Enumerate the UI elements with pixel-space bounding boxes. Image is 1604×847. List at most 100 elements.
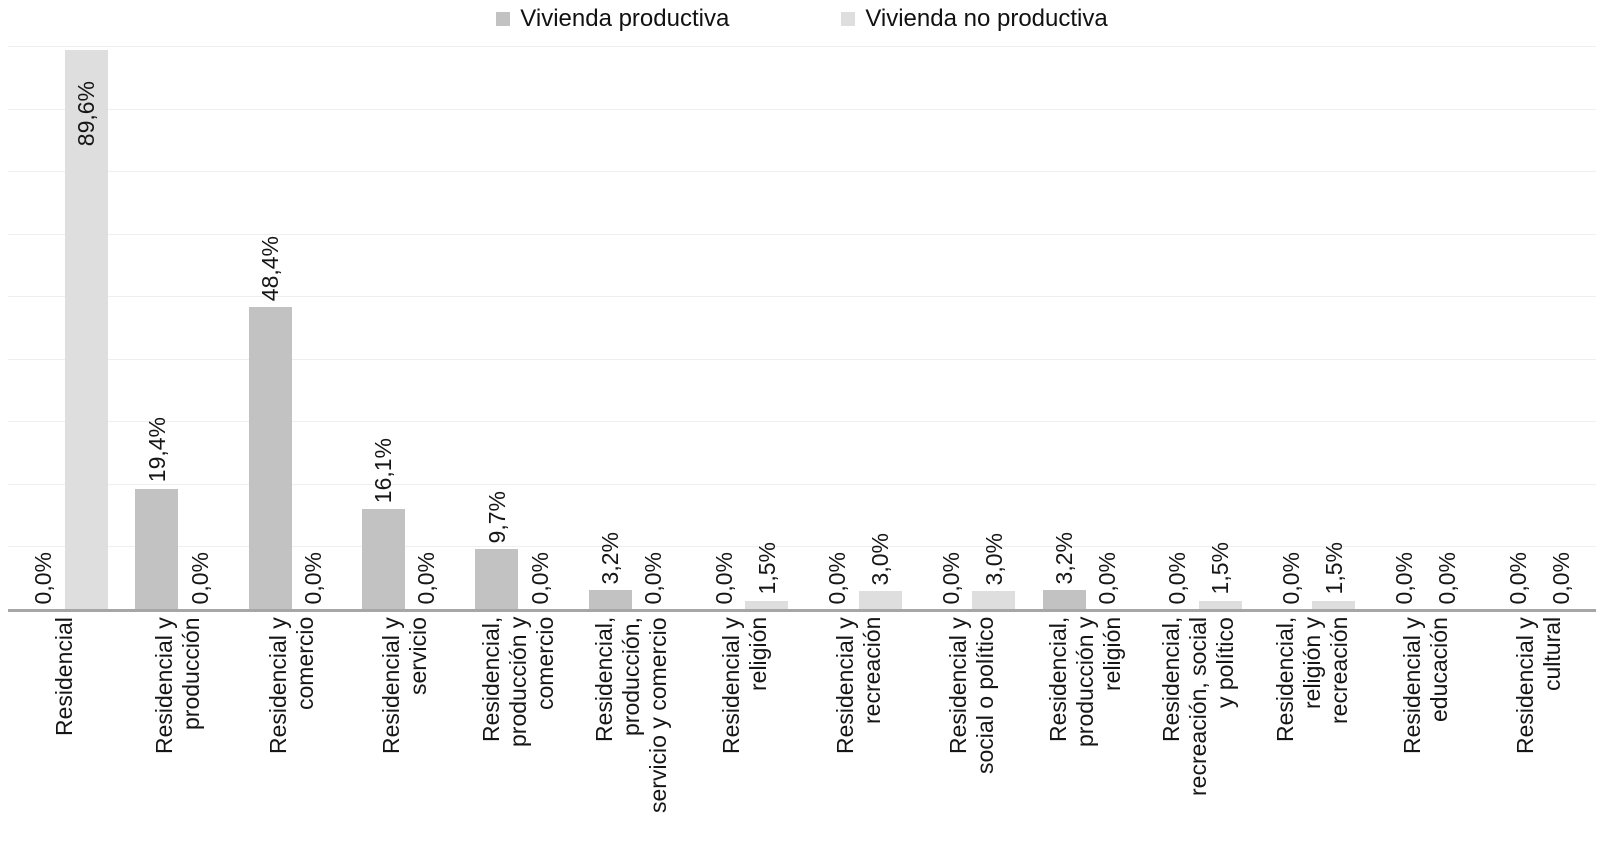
category-label: Residencial y servicio (377, 617, 431, 754)
bar-group: 9,7% 0,0% (462, 47, 575, 610)
value-label: 1,5% (753, 542, 780, 595)
gridline (8, 46, 1596, 47)
category-label: Residencial, recreación, social y políti… (1158, 617, 1239, 796)
category-label: Residencial, producción y religión (1045, 617, 1125, 748)
category-label-slot: Residencial y servicio (348, 617, 461, 845)
category-label-slot: Residencial y social o político (915, 617, 1028, 845)
bar-vivienda-productiva: 3,2% (1042, 532, 1086, 610)
bar-group: 3,2% 0,0% (575, 47, 688, 610)
value-label: 19,4% (143, 417, 170, 483)
bar-group: 48,4% 0,0% (235, 47, 348, 610)
value-label: 0,0% (1164, 551, 1191, 604)
category-label: Residencial y recreación (831, 617, 885, 754)
bar-group: 0,0% 0,0% (1482, 47, 1595, 610)
value-label: 0,0% (1504, 551, 1531, 604)
value-label: 1,5% (1207, 542, 1234, 595)
category-label: Residencial, producción y comercio (477, 617, 558, 748)
value-label: 0,0% (1547, 551, 1574, 604)
gridline (8, 108, 1596, 110)
category-label: Residencial, religión y recreación (1271, 617, 1352, 743)
category-label-slot: Residencial y religión (689, 617, 802, 845)
legend-item-vivienda-no-productiva: Vivienda no productiva (841, 5, 1108, 33)
value-label: 0,0% (937, 551, 964, 604)
legend-swatch-no-productiva-icon (841, 12, 856, 26)
value-label: 0,0% (1391, 551, 1418, 604)
value-label: 0,0% (824, 551, 851, 604)
category-label-slot: Residencial, producción y comercio (462, 617, 575, 845)
category-label: Residencial y religión (718, 617, 772, 754)
chart-legend: Vivienda productiva Vivienda no producti… (0, 5, 1604, 33)
value-label: 3,0% (980, 532, 1007, 586)
bar-group: 0,0% 1,5% (1142, 47, 1255, 610)
value-label: 0,0% (526, 551, 553, 604)
plot-area: 0,0% 89,6% 19,4% 0,0% 48,4% 0,0% 16,1% 0,0% 9,7%… (8, 46, 1596, 612)
gridline (8, 296, 1596, 298)
value-label: 0,0% (413, 551, 440, 604)
legend-item-vivienda-productiva: Vivienda productiva (496, 5, 729, 33)
value-label: 1,5% (1320, 542, 1347, 595)
category-label-slot: Residencial, recreación, social y políti… (1142, 617, 1255, 845)
bar-group: 0,0% 3,0% (915, 47, 1028, 610)
category-label: Residencial y cultural (1512, 617, 1566, 754)
value-label: 0,0% (710, 551, 737, 604)
gridline (8, 483, 1596, 485)
gridline (8, 233, 1596, 235)
bar-vivienda-productiva: 48,4% (248, 236, 292, 610)
category-label-slot: Residencial, religión y recreación (1256, 617, 1369, 845)
value-label: 0,0% (30, 551, 57, 604)
bar-vivienda-no-productiva: 3,0% (858, 533, 902, 610)
bar-group: 0,0% 1,5% (689, 47, 802, 610)
category-label: Residencial, producción, servicio y come… (591, 617, 672, 813)
bar-vivienda-no-productiva: 1,5% (1312, 542, 1356, 610)
gridline (8, 358, 1596, 360)
value-label: 16,1% (370, 438, 397, 504)
bar-group: 19,4% 0,0% (121, 47, 234, 610)
category-label-slot: Residencial (8, 617, 121, 845)
bar-vivienda-productiva: 3,2% (588, 532, 632, 610)
value-label: 0,0% (300, 551, 327, 604)
category-label-slot: Residencial y recreación (802, 617, 915, 845)
value-label: 0,0% (1434, 551, 1461, 604)
value-label: 0,0% (640, 551, 667, 604)
bar-vivienda-productiva: 19,4% (135, 417, 179, 610)
bar-vivienda-productiva: 16,1% (361, 438, 405, 610)
gridlines (8, 46, 1596, 610)
bar-group: 0,0% 89,6% (8, 47, 121, 610)
value-label: 9,7% (483, 490, 510, 544)
value-label: 3,2% (597, 531, 624, 584)
bar-vivienda-no-productiva: 1,5% (1198, 542, 1242, 610)
x-axis-line (8, 609, 1596, 612)
bar-group: 0,0% 3,0% (802, 47, 915, 610)
legend-label-productiva: Vivienda productiva (520, 5, 730, 32)
legend-label-no-productiva: Vivienda no productiva (865, 5, 1108, 32)
bar-group: 0,0% 1,5% (1256, 47, 1369, 610)
value-label: 0,0% (1094, 551, 1120, 604)
value-label: 3,2% (1051, 531, 1077, 584)
bar-group: 16,1% 0,0% (348, 47, 461, 610)
value-label: 89,6% (73, 81, 100, 147)
value-label: 48,4% (257, 236, 284, 302)
gridline (8, 546, 1596, 548)
value-label: 3,0% (867, 532, 894, 586)
gridline (8, 421, 1596, 423)
bar-vivienda-no-productiva: 3,0% (972, 533, 1016, 610)
bar-group: 3,2% 0,0% (1029, 47, 1142, 610)
bar-vivienda-no-productiva: 89,6% (64, 49, 108, 610)
category-label-slot: Residencial y cultural (1482, 617, 1595, 845)
gridline (8, 171, 1596, 173)
category-label-slot: Residencial y producción (121, 617, 234, 845)
bar-vivienda-productiva: 9,7% (475, 491, 519, 610)
category-label: Residencial y educación (1398, 617, 1452, 754)
category-label: Residencial y social o político (945, 617, 999, 775)
chart-area: 0,0% 89,6% 19,4% 0,0% 48,4% 0,0% 16,1% 0,0% 9,7%… (8, 46, 1596, 612)
category-label-slot: Residencial y comercio (235, 617, 348, 845)
bar-group: 0,0% 0,0% (1369, 47, 1482, 610)
value-label: 0,0% (1277, 551, 1304, 604)
category-label: Residencial (51, 617, 78, 736)
category-label-slot: Residencial, producción, servicio y come… (575, 617, 688, 845)
category-axis-labels: Residencial Residencial y producción Resid… (8, 617, 1596, 845)
value-label: 0,0% (186, 551, 213, 604)
bar-vivienda-no-productiva: 1,5% (745, 542, 789, 610)
category-label: Residencial y comercio (264, 617, 318, 754)
